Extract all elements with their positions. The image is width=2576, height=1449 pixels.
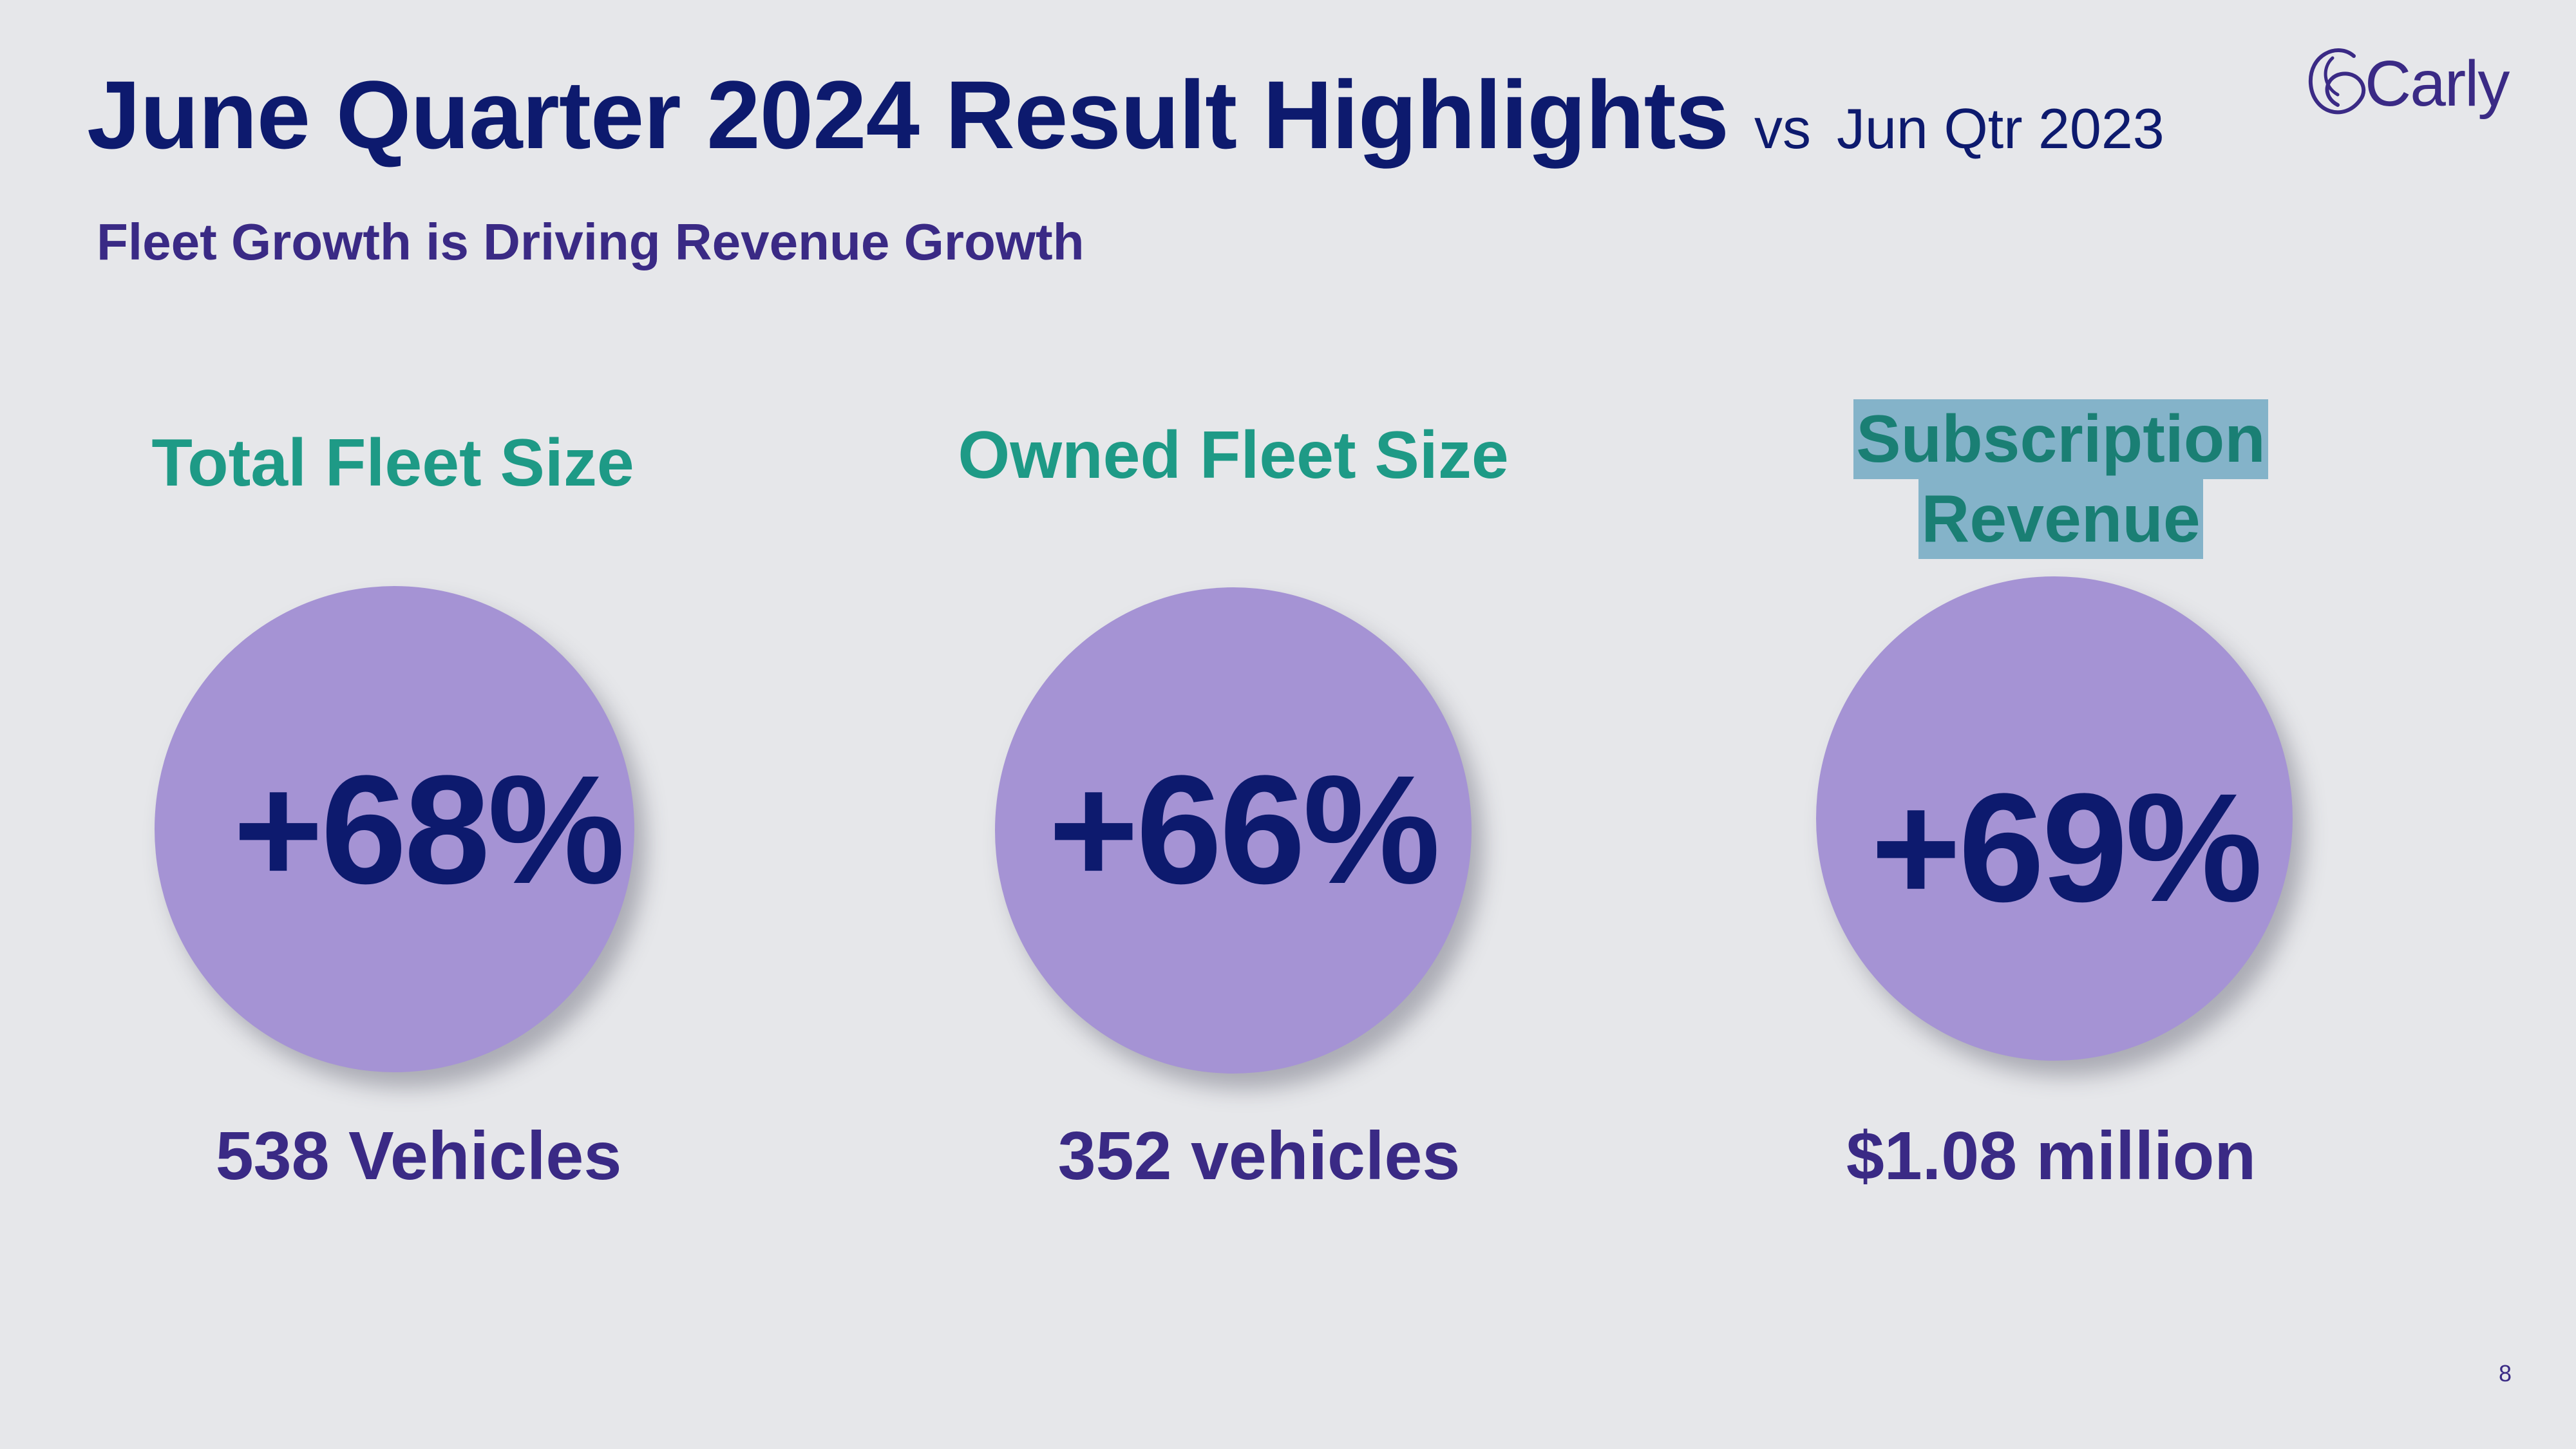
metric-value-owned-fleet: +66% <box>1048 743 1441 916</box>
metric-circle-total-fleet <box>155 586 634 1072</box>
logo-text: Carly <box>2365 47 2510 120</box>
metric-heading-subscription-revenue: Subscription Revenue <box>1739 399 2383 559</box>
metric-heading-owned-fleet: Owned Fleet Size <box>958 418 1509 493</box>
carly-logo: Carly <box>2293 35 2510 132</box>
heading-line-1: Subscription <box>1853 399 2268 479</box>
slide-subtitle: Fleet Growth is Driving Revenue Growth <box>97 213 1084 270</box>
heading-line-2: Revenue <box>1918 479 2203 559</box>
metric-detail-owned-fleet: 352 vehicles <box>1057 1118 1461 1194</box>
page-number: 8 <box>2499 1360 2512 1387</box>
comparison-period: Jun Qtr 2023 <box>1836 97 2164 160</box>
metric-value-total-fleet: +68% <box>233 743 625 916</box>
metric-heading-total-fleet: Total Fleet Size <box>151 426 634 500</box>
metric-detail-total-fleet: 538 Vehicles <box>215 1118 622 1194</box>
slide-title: June Quarter 2024 Result Highlights <box>87 61 1729 169</box>
metric-circle-subscription-revenue <box>1816 576 2293 1061</box>
title-row: June Quarter 2024 Result Highlights vs Jun… <box>87 59 2164 171</box>
metric-circle-owned-fleet <box>995 587 1472 1074</box>
metric-value-subscription-revenue: +69% <box>1871 761 2263 934</box>
carly-logo-icon <box>2308 48 2366 115</box>
metric-detail-subscription-revenue: $1.08 million <box>1846 1118 2257 1194</box>
vs-label: vs <box>1754 97 1811 160</box>
